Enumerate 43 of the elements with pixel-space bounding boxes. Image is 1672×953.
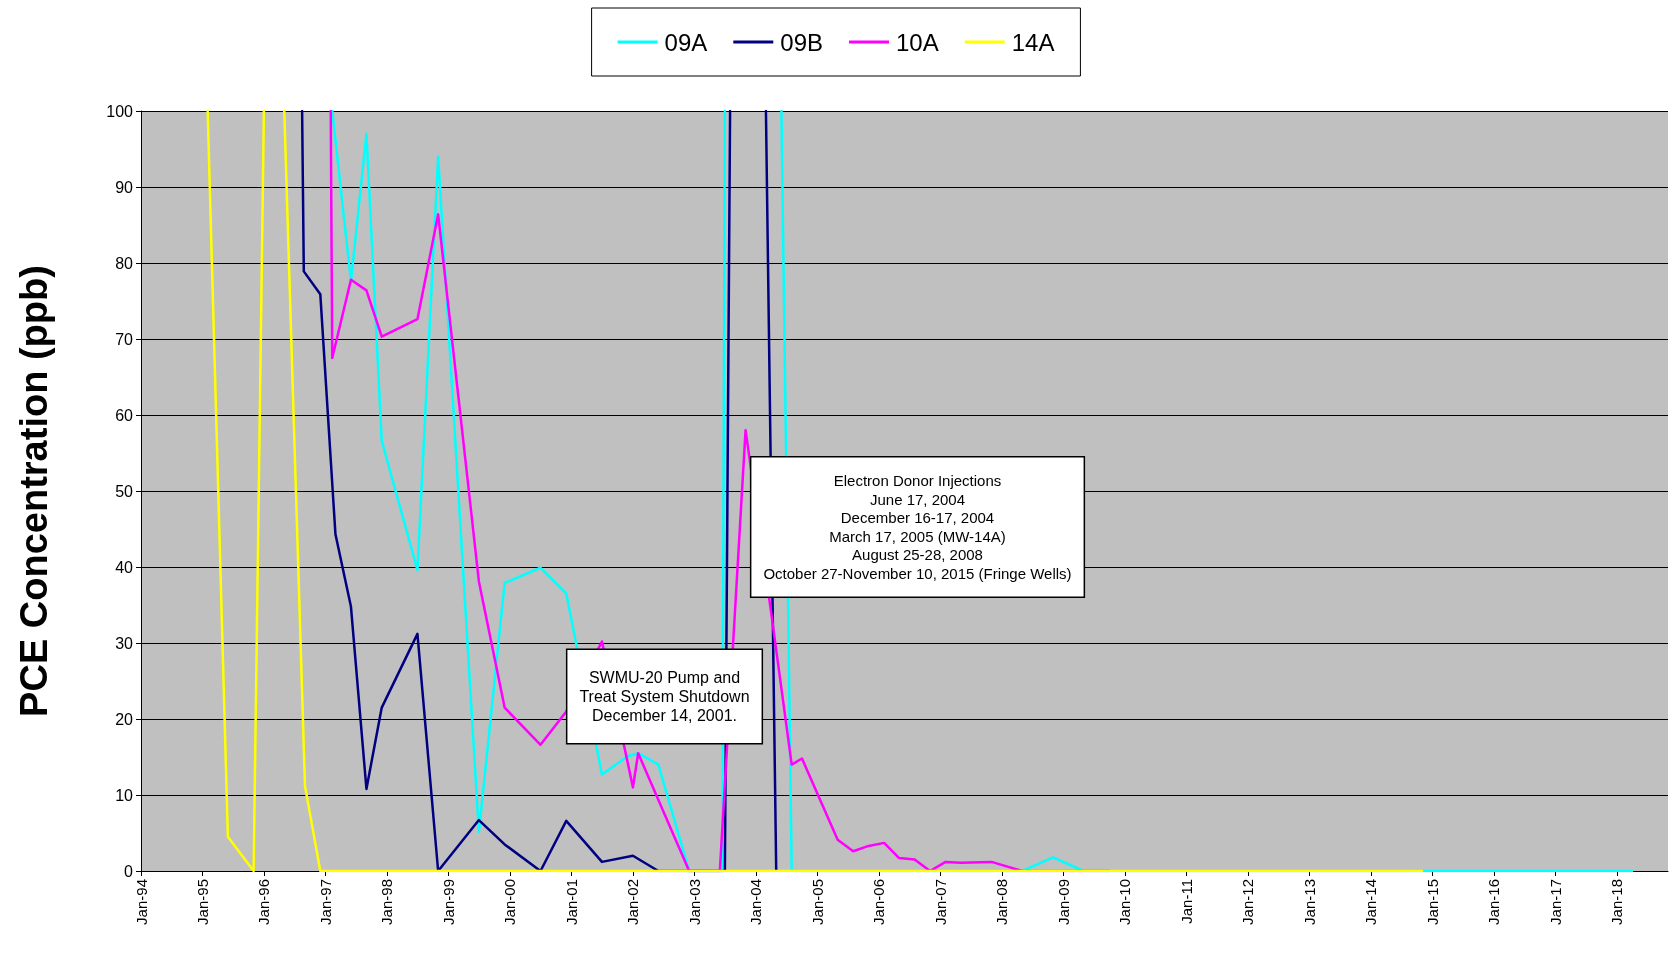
x-tick-label: Jan-03 <box>685 879 703 925</box>
x-tick-label: Jan-06 <box>870 879 888 925</box>
x-tick-label: Jan-02 <box>624 879 642 925</box>
x-tick-label: Jan-11 <box>1177 879 1195 924</box>
x-tick-label: Jan-95 <box>193 879 211 925</box>
x-tick-label: Jan-09 <box>1054 879 1072 925</box>
y-tick-label: 90 <box>115 178 134 196</box>
x-tick-label: Jan-99 <box>439 879 457 925</box>
legend-label: 10A <box>896 28 939 56</box>
annotation: SWMU-20 Pump and Treat System Shutdown December 14, 2001. <box>579 669 750 724</box>
y-tick-label: 50 <box>115 482 134 500</box>
x-tick-label: Jan-16 <box>1485 879 1503 925</box>
y-tick-label: 0 <box>124 862 134 880</box>
y-tick-label: 70 <box>115 330 134 348</box>
x-tick-label: Jan-97 <box>317 879 335 925</box>
x-tick-label: Jan-04 <box>747 879 765 925</box>
x-tick-label: Jan-94 <box>132 879 150 925</box>
legend-label: 09A <box>664 28 708 56</box>
x-tick-label: Jan-08 <box>993 879 1011 925</box>
x-tick-label: Jan-13 <box>1300 879 1318 925</box>
x-tick-label: Jan-05 <box>808 879 826 925</box>
x-tick-label: Jan-10 <box>1116 879 1134 925</box>
x-tick-label: Jan-00 <box>501 879 519 925</box>
x-tick-label: Jan-96 <box>255 879 273 925</box>
y-tick-label: 60 <box>115 406 134 424</box>
x-tick-label: Jan-18 <box>1608 879 1626 925</box>
legend-label: 14A <box>1011 28 1055 56</box>
x-tick-label: Jan-01 <box>562 879 580 925</box>
y-tick-label: 20 <box>115 710 134 728</box>
y-tick-label: 100 <box>106 102 134 120</box>
x-tick-label: Jan-98 <box>378 879 396 925</box>
x-tick-label: Jan-12 <box>1239 879 1257 925</box>
x-tick-label: Jan-15 <box>1423 879 1441 925</box>
annotation: Electron Donor Injections June 17, 2004 December 16-17, 2004 March 17, 2005 (MW-14A) August 25-28, 2008 October 27-November 10, 2015 (Fringe Wells) <box>763 472 1072 582</box>
y-tick-label: 80 <box>115 254 134 272</box>
y-axis-title: PCE Concentration (ppb) <box>13 265 55 717</box>
legend-label: 09B <box>780 28 823 56</box>
y-tick-label: 40 <box>115 558 134 576</box>
y-tick-label: 10 <box>115 786 134 804</box>
y-tick-label: 30 <box>115 634 134 652</box>
x-tick-label: Jan-14 <box>1362 879 1380 925</box>
x-tick-label: Jan-17 <box>1546 879 1564 925</box>
x-tick-label: Jan-07 <box>931 879 949 925</box>
